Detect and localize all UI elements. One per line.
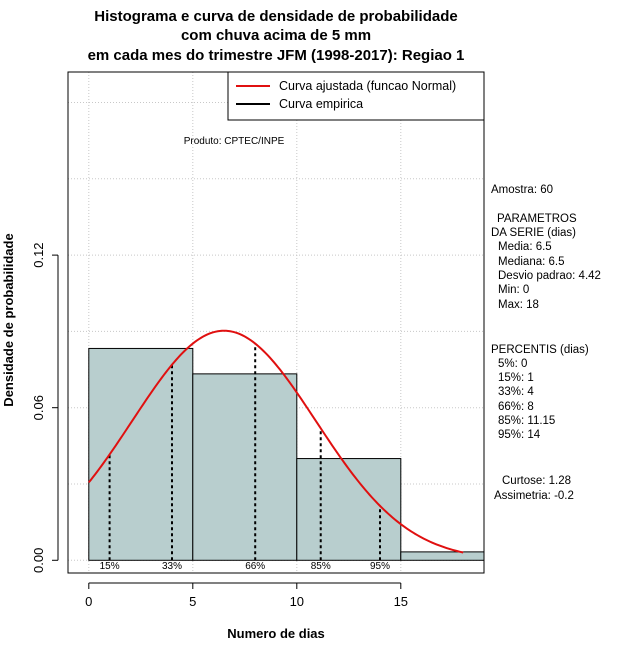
fitted-curve: [88, 329, 464, 554]
title-line-2: com chuva acima de 5 mm: [181, 27, 371, 44]
stat-sd: Desvio padrao: 4.42: [498, 270, 601, 282]
stat-median: Mediana: 6.5: [498, 256, 565, 268]
product-label: Produto: CPTEC/INPE: [184, 136, 285, 147]
percentile-label: 95%: [370, 561, 390, 572]
title-line-1: Histograma e curva de densidade de proba…: [94, 8, 457, 25]
stat-kurtosis: Curtose: 1.28: [502, 475, 571, 487]
stat-min: Min: 0: [498, 284, 529, 296]
x-tick-label: 10: [290, 594, 304, 609]
histogram-bar: [192, 373, 298, 561]
y-tick-label: 0.00: [31, 548, 46, 573]
stat-max: Max: 18: [498, 299, 539, 311]
percentile-label: 33%: [162, 561, 182, 572]
y-tick-label: 0.12: [31, 242, 46, 267]
sample-size: Amostra: 60: [491, 184, 553, 196]
percentile-label: 15%: [100, 561, 120, 572]
chart-title: Histograma e curva de densidade de proba…: [88, 8, 465, 64]
percentiles-heading: PERCENTIS (dias): [491, 344, 589, 356]
histogram-bars: [88, 347, 485, 561]
percentile-label: 66%: [245, 561, 265, 572]
legend-label-fitted: Curva ajustada (funcao Normal): [279, 79, 456, 93]
title-line-3: em cada mes do trimestre JFM (1998-2017)…: [88, 47, 465, 64]
stat-mean: Media: 6.5: [498, 241, 552, 253]
axes: 0 5 10 15 0.00 0.06 0.12: [31, 71, 485, 609]
histogram-bar: [296, 458, 402, 561]
legend: Curva ajustada (funcao Normal) Curva emp…: [227, 71, 485, 121]
percentile-85: 85%: 11.15: [498, 415, 555, 427]
legend-box: [227, 71, 485, 121]
legend-label-empirical: Curva empirica: [279, 97, 363, 111]
params-subheading: DA SERIE (dias): [491, 227, 576, 239]
x-tick-label: 15: [394, 594, 408, 609]
y-axis-title: Densidade de probabilidade: [1, 233, 16, 406]
y-tick-label: 0.06: [31, 395, 46, 420]
histogram-bar: [88, 347, 194, 561]
stat-skewness: Assimetria: -0.2: [494, 490, 574, 502]
x-tick-label: 5: [189, 594, 196, 609]
percentile-markers: 15% 33% 66% 85% 95%: [100, 343, 390, 572]
percentile-15: 15%: 1: [498, 372, 534, 384]
percentile-33: 33%: 4: [498, 386, 534, 398]
x-axis-title: Numero de dias: [227, 626, 325, 641]
percentile-5: 5%: 0: [498, 358, 527, 370]
fitted-curve-layer: [88, 329, 464, 554]
percentile-66: 66%: 8: [498, 401, 534, 413]
params-heading: PARAMETROS: [497, 213, 577, 225]
percentile-95: 95%: 14: [498, 429, 541, 441]
histogram-bar: [400, 551, 485, 561]
percentile-label: 85%: [311, 561, 331, 572]
x-tick-label: 0: [85, 594, 92, 609]
side-panel: Amostra: 60 PARAMETROS DA SERIE (dias) M…: [491, 184, 601, 502]
